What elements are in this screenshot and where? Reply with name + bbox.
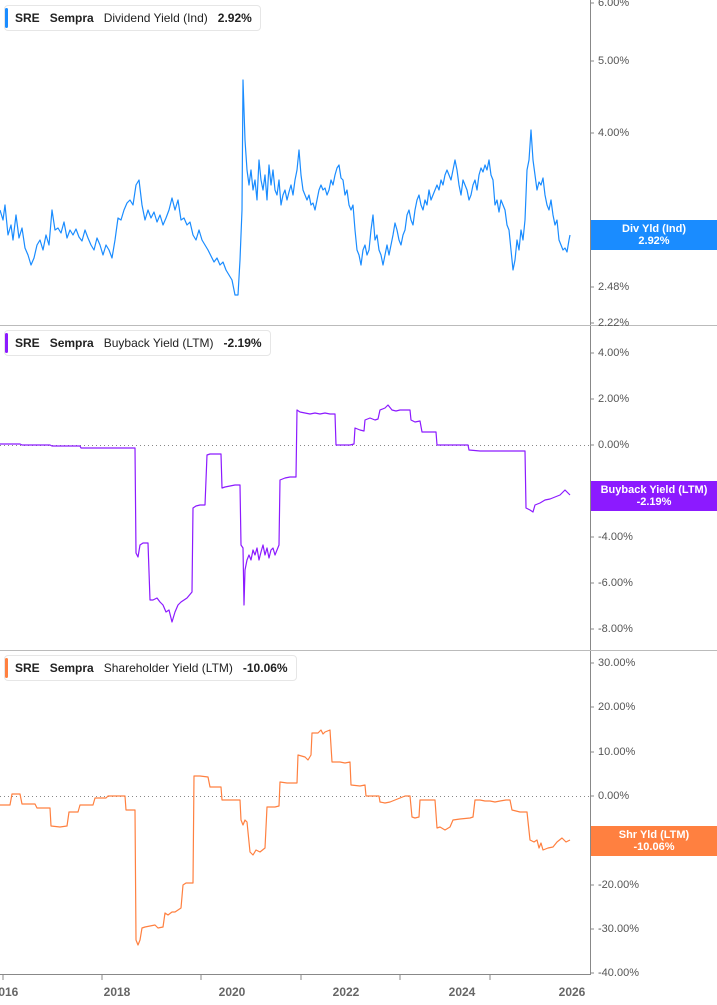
y-tick-label: -6.00% <box>598 577 633 589</box>
x-tick-label: 2024 <box>448 985 476 999</box>
legend-ticker: SRE <box>15 336 40 350</box>
legend-value: -10.06% <box>242 661 288 675</box>
y-tick-label: 0.00% <box>598 439 630 451</box>
badge-label: Buyback Yield (LTM) <box>600 484 708 496</box>
x-tick-label: 2016 <box>0 985 19 999</box>
x-axis-ticks <box>2 975 491 980</box>
legend-metric: Buyback Yield (LTM) <box>103 336 214 350</box>
legend-dividend-yield[interactable]: SRE Sempra Dividend Yield (Ind) 2.92% <box>4 5 261 31</box>
last-value-badge-dividend: Div Yld (Ind) 2.92% <box>591 220 717 250</box>
y-tick-label: 0.00% <box>598 790 630 802</box>
series-color-marker <box>5 658 8 678</box>
y-tick-label: -4.00% <box>598 531 633 543</box>
x-tick-label: 2018 <box>103 985 131 999</box>
legend-company: Sempra <box>49 336 94 350</box>
legend-metric: Shareholder Yield (LTM) <box>103 661 233 675</box>
y-tick-label: 20.00% <box>598 701 636 713</box>
y-tick-label: -20.00% <box>598 879 639 891</box>
x-tick-label: 2026 <box>558 985 586 999</box>
legend-ticker: SRE <box>15 11 40 25</box>
last-value-badge-shareholder: Shr Yld (LTM) -10.06% <box>591 826 717 856</box>
y-tick-label: 4.00% <box>598 127 630 139</box>
series-color-marker <box>5 8 8 28</box>
y-tick-label: 5.00% <box>598 55 630 67</box>
legend-company: Sempra <box>49 11 94 25</box>
last-value-badge-buyback: Buyback Yield (LTM) -2.19% <box>591 481 717 511</box>
y-tick-label: -40.00% <box>598 967 639 979</box>
legend-value: -2.19% <box>223 336 262 350</box>
series-color-marker <box>5 333 8 353</box>
y-tick-label: 2.48% <box>598 281 630 293</box>
y-tick-label: -30.00% <box>598 923 639 935</box>
buyback-yield-line <box>0 404 571 623</box>
legend-buyback-yield[interactable]: SRE Sempra Buyback Yield (LTM) -2.19% <box>4 330 271 356</box>
badge-value: -10.06% <box>633 841 675 853</box>
y-tick-label: 10.00% <box>598 746 636 758</box>
y-tick-label: -8.00% <box>598 623 633 635</box>
y-tick-label: 30.00% <box>598 657 636 669</box>
legend-company: Sempra <box>49 661 94 675</box>
badge-value: 2.92% <box>638 235 670 247</box>
badge-value: -2.19% <box>636 496 672 508</box>
dividend-yield-line <box>0 79 571 296</box>
badge-label: Shr Yld (LTM) <box>618 829 690 841</box>
shareholder-yield-line <box>0 729 571 946</box>
legend-shareholder-yield[interactable]: SRE Sempra Shareholder Yield (LTM) -10.0… <box>4 655 297 681</box>
y-tick-label: 4.00% <box>598 347 630 359</box>
legend-value: 2.92% <box>217 11 252 25</box>
x-tick-label: 2020 <box>218 985 246 999</box>
y-tick-label: 6.00% <box>598 0 630 9</box>
legend-ticker: SRE <box>15 661 40 675</box>
y-tick-label: 2.00% <box>598 393 630 405</box>
legend-metric: Dividend Yield (Ind) <box>103 11 208 25</box>
x-tick-label: 2022 <box>332 985 360 999</box>
y-tick-label: 2.22% <box>598 317 630 329</box>
badge-label: Div Yld (Ind) <box>622 223 686 235</box>
